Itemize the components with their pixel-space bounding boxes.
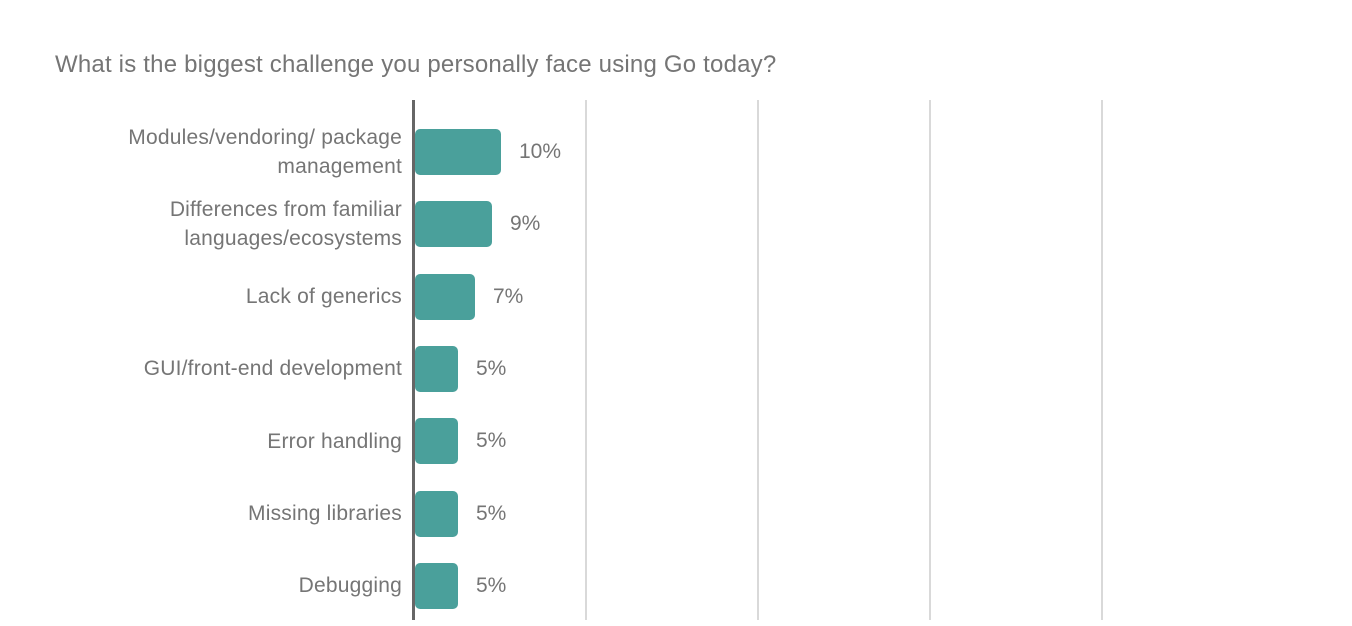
value-label: 5% <box>476 501 507 525</box>
chart-title: What is the biggest challenge you person… <box>55 51 777 78</box>
plot-area: Modules/vendoring/ package management 10%… <box>0 100 1352 620</box>
category-label: Debugging <box>298 574 402 598</box>
bar <box>415 490 458 537</box>
gridline <box>1100 100 1103 620</box>
value-label: 9% <box>510 212 541 236</box>
value-label: 5% <box>476 356 507 380</box>
gridline <box>584 100 587 620</box>
bar <box>415 418 458 465</box>
value-label: 7% <box>493 284 524 308</box>
gridline <box>928 100 931 620</box>
category-label: Missing libraries <box>248 502 402 525</box>
bar <box>415 201 492 248</box>
value-label: 5% <box>476 429 507 453</box>
category-label: Modules/vendoring/ package management <box>128 126 402 178</box>
gridline <box>756 100 759 620</box>
value-label: 10% <box>519 140 562 163</box>
value-label: 5% <box>476 573 507 597</box>
bar <box>415 273 475 320</box>
bar <box>415 129 501 175</box>
category-label: Error handling <box>267 429 402 453</box>
bar <box>415 345 458 392</box>
category-label: Differences from familiar languages/ecos… <box>169 198 402 251</box>
y-axis-line <box>412 100 415 620</box>
category-label: GUI/front-end development <box>143 357 402 381</box>
category-label: Lack of generics <box>245 285 402 309</box>
bar <box>415 562 458 609</box>
